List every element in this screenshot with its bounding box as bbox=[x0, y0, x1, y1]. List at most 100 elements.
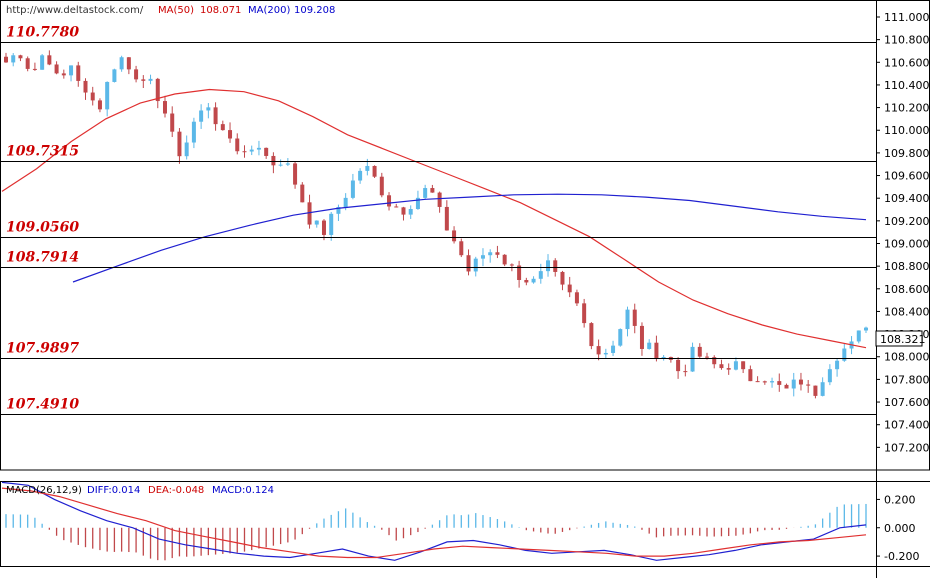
price-tick-label: 109.200 bbox=[884, 215, 930, 228]
candle-up bbox=[835, 360, 840, 370]
price-tick-label: 107.800 bbox=[884, 373, 930, 386]
candle-up bbox=[11, 55, 16, 63]
candle-down bbox=[394, 206, 399, 208]
candle-up bbox=[184, 142, 189, 157]
candle-down bbox=[762, 381, 767, 383]
candle-down bbox=[806, 384, 811, 386]
candle-down bbox=[242, 151, 247, 153]
candle-down bbox=[379, 176, 384, 196]
candle-up bbox=[365, 165, 370, 171]
candle-down bbox=[466, 255, 471, 272]
candle-down bbox=[25, 58, 30, 69]
candle-down bbox=[97, 100, 102, 110]
level-label: 108.7914 bbox=[6, 250, 79, 266]
ma200-value: 109.208 bbox=[294, 5, 335, 16]
candle-down bbox=[141, 79, 146, 81]
candle-down bbox=[444, 206, 449, 231]
candle-down bbox=[741, 361, 746, 370]
candles bbox=[4, 50, 868, 399]
candle-up bbox=[206, 107, 211, 111]
candle-down bbox=[553, 260, 558, 272]
ma50-line bbox=[1, 88, 867, 349]
candle-down bbox=[567, 284, 572, 293]
current-price-box bbox=[875, 330, 923, 347]
candle-up bbox=[285, 163, 290, 165]
candle-up bbox=[791, 379, 796, 389]
candle-down bbox=[271, 155, 276, 166]
candle-down bbox=[321, 220, 326, 235]
candle-up bbox=[112, 69, 117, 82]
candle-down bbox=[162, 101, 167, 114]
candle-down bbox=[676, 359, 681, 372]
candle-down bbox=[4, 56, 8, 63]
candle-down bbox=[134, 69, 139, 80]
candle-down bbox=[264, 147, 269, 156]
candle-up bbox=[473, 258, 478, 272]
price-tick-label: 110.000 bbox=[884, 124, 930, 137]
candle-up bbox=[423, 188, 428, 198]
level-label: 107.9897 bbox=[6, 341, 79, 357]
candle-down bbox=[582, 303, 587, 324]
ma200-line bbox=[72, 193, 867, 283]
current-price: 108.321 bbox=[880, 333, 926, 346]
candle-up bbox=[827, 369, 832, 383]
levels: 110.7780 109.7315 109.0560 108.7914 107.9897… bbox=[0, 25, 876, 415]
candle-down bbox=[235, 138, 240, 152]
candle-up bbox=[119, 57, 124, 70]
candle-down bbox=[437, 192, 442, 207]
source-url[interactable]: http://www.deltastock.com/ bbox=[6, 5, 144, 16]
level-label: 110.7780 bbox=[6, 25, 79, 41]
candle-down bbox=[76, 65, 81, 81]
macd-diff: DIFF:0.014 bbox=[87, 485, 140, 496]
price-tick-label: 109.600 bbox=[884, 170, 930, 183]
candle-down bbox=[228, 130, 233, 139]
candle-up bbox=[603, 352, 608, 355]
candle-down bbox=[726, 368, 731, 370]
candle-up bbox=[105, 81, 110, 110]
candle-up bbox=[864, 327, 868, 331]
candle-down bbox=[47, 55, 52, 65]
candle-down bbox=[401, 207, 406, 215]
ma200-label: MA(200) bbox=[248, 5, 290, 16]
candle-down bbox=[719, 364, 724, 369]
candle-down bbox=[459, 241, 464, 256]
candle-down bbox=[813, 385, 818, 396]
macd-tick-label: 0.000 bbox=[884, 522, 916, 535]
price-tick-label: 110.600 bbox=[884, 56, 930, 69]
candle-down bbox=[83, 80, 88, 93]
candle-up bbox=[350, 180, 355, 198]
price-tick-label: 108.800 bbox=[884, 260, 930, 273]
candle-up bbox=[329, 213, 334, 235]
candle-down bbox=[683, 371, 688, 373]
candle-up bbox=[690, 346, 695, 372]
macd-tick-label: -0.200 bbox=[884, 550, 919, 563]
candle-down bbox=[517, 265, 522, 280]
candle-down bbox=[654, 342, 659, 359]
candle-down bbox=[18, 55, 23, 59]
price-tick-label: 109.800 bbox=[884, 147, 930, 160]
candle-up bbox=[531, 278, 536, 283]
price-tick-label: 108.400 bbox=[884, 305, 930, 318]
candle-up bbox=[278, 164, 283, 166]
ma50-value: 108.071 bbox=[200, 5, 241, 16]
candle-down bbox=[452, 230, 457, 242]
candle-up bbox=[199, 110, 204, 122]
candle-up bbox=[343, 197, 348, 208]
level-label: 109.7315 bbox=[6, 144, 79, 160]
candle-up bbox=[256, 147, 261, 150]
candle-down bbox=[560, 271, 565, 285]
candle-down bbox=[697, 346, 702, 357]
candle-up bbox=[480, 255, 485, 259]
candle-up bbox=[40, 55, 45, 70]
candle-down bbox=[755, 381, 760, 383]
candle-down bbox=[712, 357, 717, 365]
candle-up bbox=[856, 330, 861, 342]
candle-down bbox=[307, 202, 312, 225]
candle-up bbox=[408, 209, 413, 215]
candle-up bbox=[314, 220, 319, 225]
candle-down bbox=[784, 384, 789, 389]
macd-title: MACD(26,12,9) bbox=[6, 485, 82, 496]
candle-down bbox=[524, 279, 529, 283]
candle-down bbox=[126, 57, 131, 70]
price-tick-label: 108.600 bbox=[884, 283, 930, 296]
